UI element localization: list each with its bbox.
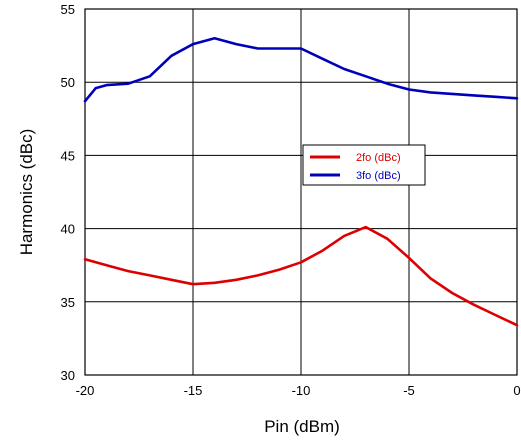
x-tick-label: -15 [184, 383, 203, 398]
y-tick-label: 45 [61, 148, 75, 163]
x-tick-label: -20 [76, 383, 95, 398]
series-line-2fo [83, 225, 519, 327]
legend-box [302, 144, 426, 186]
plot-area [84, 8, 518, 376]
x-tick-label: -10 [292, 383, 311, 398]
y-tick-label: 50 [61, 75, 75, 90]
legend-label-3fo: 3fo (dBc) [356, 170, 401, 182]
legend: 2fo (dBc) 3fo (dBc) [302, 144, 426, 186]
legend-label-2fo: 2fo (dBc) [356, 152, 401, 164]
series-lines [83, 37, 519, 327]
y-tick-label: 40 [61, 222, 75, 237]
x-tick-label: 0 [513, 383, 520, 398]
y-axis-label: Harmonics (dBc) [17, 129, 36, 256]
y-tick-label: 55 [61, 2, 75, 17]
x-axis-label: Pin (dBm) [264, 417, 340, 436]
y-tick-label: 35 [61, 295, 75, 310]
y-tick-label: 30 [61, 368, 75, 383]
x-tick-label: -5 [403, 383, 415, 398]
grid-lines [84, 8, 518, 376]
series-line-3fo [83, 37, 519, 103]
tick-labels: -20 -15 -10 -5 0 55 50 45 40 35 30 [61, 2, 521, 398]
